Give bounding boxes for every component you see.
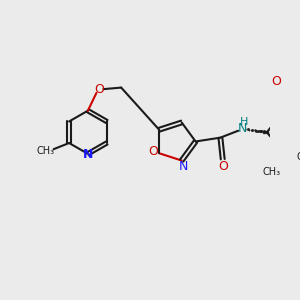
Text: O: O (148, 145, 158, 158)
Text: N: N (83, 148, 93, 161)
Text: N: N (237, 122, 247, 135)
Text: CH₃: CH₃ (262, 167, 280, 177)
Text: CH₃: CH₃ (297, 152, 300, 162)
Text: O: O (271, 75, 281, 88)
Text: CH₃: CH₃ (37, 146, 55, 156)
Text: O: O (219, 160, 228, 173)
Text: O: O (94, 82, 104, 96)
Text: N: N (178, 160, 188, 173)
Text: H: H (240, 117, 249, 127)
